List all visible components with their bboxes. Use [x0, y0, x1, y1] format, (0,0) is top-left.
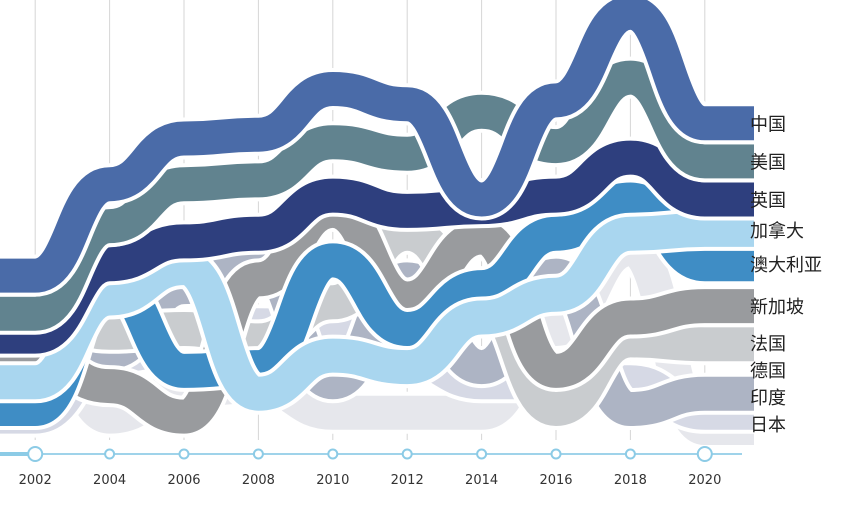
end-label-e58db0e5baa6: 印度 [750, 388, 786, 409]
series-e696b0e58aa0e59da1[interactable] [0, 189, 754, 438]
tick-label: 2014 [465, 473, 498, 488]
end-label-e697a5e69cac: 日本 [750, 415, 786, 436]
tick-label: 2004 [93, 473, 126, 488]
series-e6b395e59bbd[interactable] [0, 212, 754, 431]
timeline-node[interactable] [27, 446, 44, 462]
series-e58aa0e68bbfe5a4a7[interactable] [0, 208, 754, 415]
timeline-node[interactable] [104, 448, 116, 460]
tick-label: 2020 [688, 473, 721, 488]
series-line[interactable] [0, 216, 754, 427]
tick-label: 2016 [539, 473, 572, 488]
end-label-e7be8ee59bbd: 美国 [750, 152, 786, 173]
series-e7be8ee59bbd[interactable] [0, 56, 754, 335]
series-ribbons [0, 0, 754, 449]
timeline-axis[interactable]: 2002 2004 2006 2008 2010 2012 2014 2016 2018 2020 [0, 446, 742, 488]
end-label-e88bb1e59bbd: 英国 [750, 190, 786, 211]
end-label-e5beb7e59bbd: 德国 [750, 361, 786, 382]
timeline-node[interactable] [696, 446, 713, 462]
timeline-node[interactable] [178, 448, 190, 460]
end-label-e696b0e58aa0e59da1: 新加坡 [750, 297, 804, 318]
end-label-e4b8ade59bbd: 中国 [750, 114, 786, 135]
end-label-e6beb3e5a4a7e588a9e4ba9a: 澳大利亚 [750, 255, 822, 276]
timeline-node[interactable] [401, 448, 413, 460]
timeline-node[interactable] [476, 448, 488, 460]
series-line[interactable] [0, 60, 754, 331]
tick-label: 2012 [391, 473, 424, 488]
tick-label: 2006 [167, 473, 200, 488]
series-line[interactable] [0, 231, 754, 445]
timeline-node[interactable] [327, 448, 339, 460]
series-e697a5e69cac[interactable] [0, 227, 754, 449]
end-label-e58aa0e68bbfe5a4a7: 加拿大 [750, 220, 804, 242]
series-line[interactable] [0, 0, 754, 293]
timeline-node[interactable] [550, 448, 562, 460]
end-label-e6b395e59bbd: 法国 [750, 334, 786, 355]
series-line[interactable] [0, 212, 754, 411]
tick-label: 2010 [316, 473, 349, 488]
timeline-node[interactable] [252, 448, 264, 460]
series-e4b8ade59bbd[interactable] [0, 0, 754, 297]
tick-label: 2002 [19, 473, 52, 488]
series-line[interactable] [0, 193, 754, 434]
tick-label: 2018 [614, 473, 647, 488]
tick-label: 2008 [242, 473, 275, 488]
timeline-node[interactable] [624, 448, 636, 460]
